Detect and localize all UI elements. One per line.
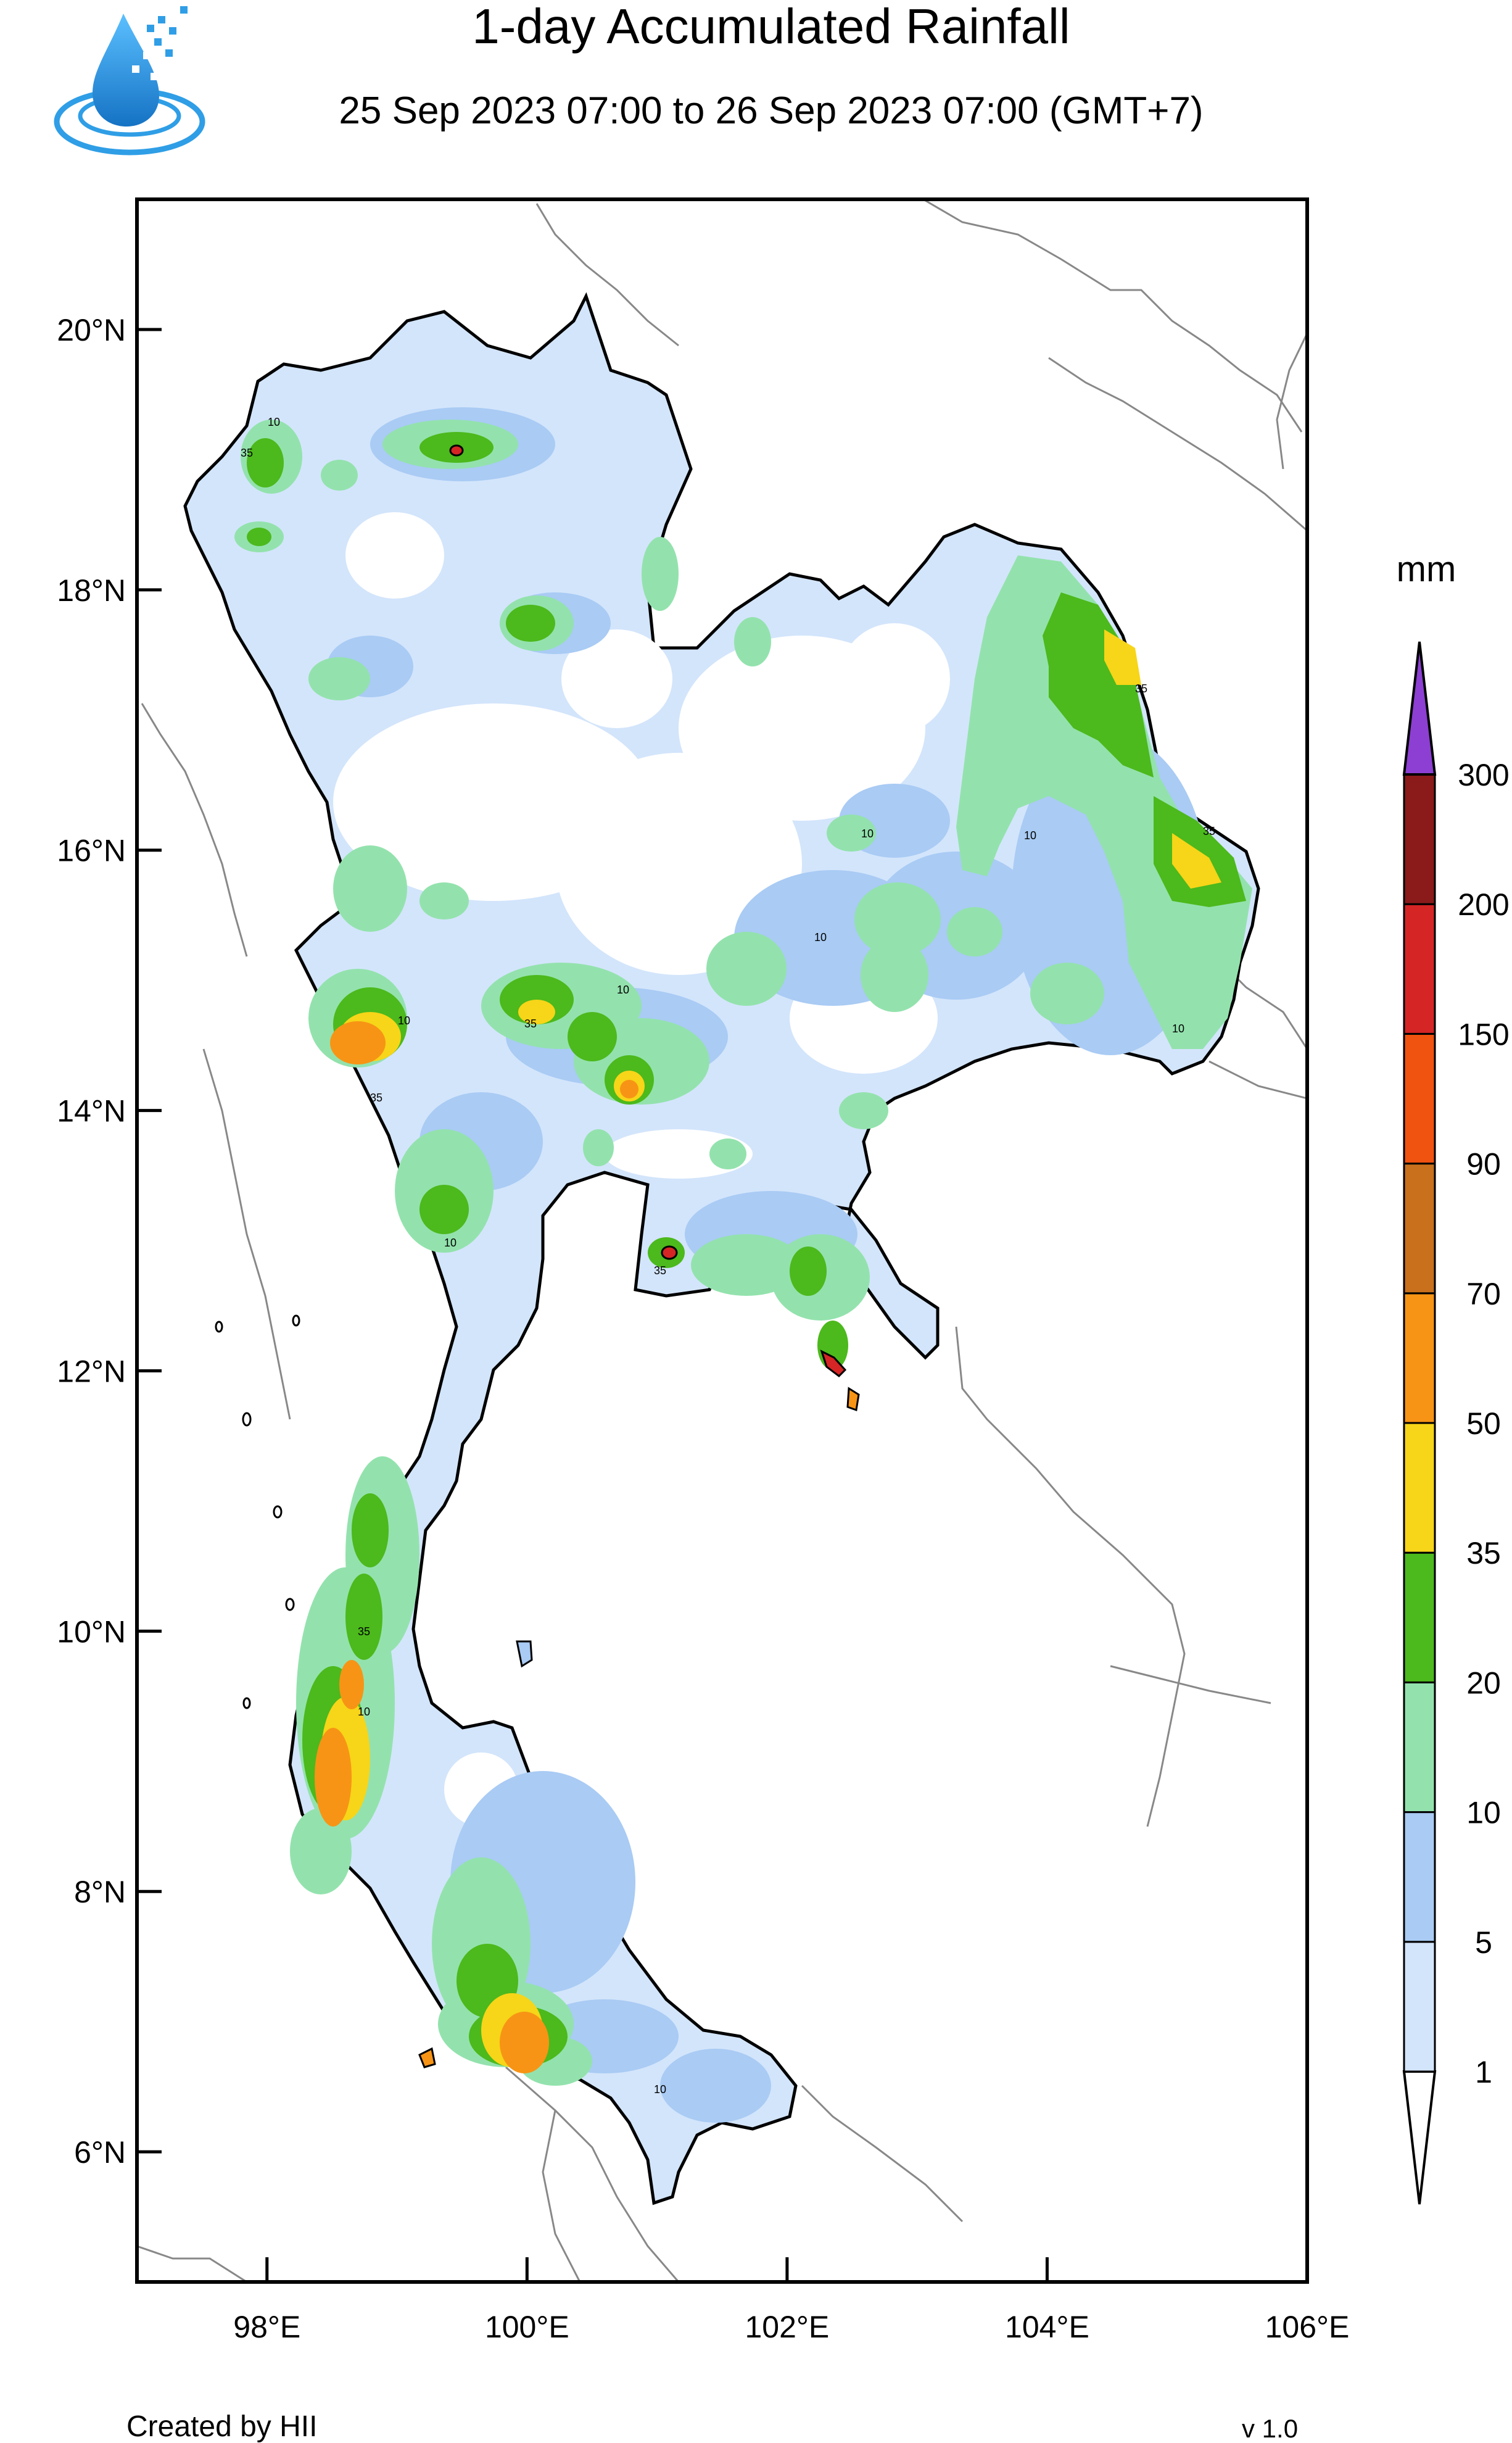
contour-label: 10 [654, 2083, 666, 2096]
lon-tick-label: 102°E [745, 2310, 829, 2344]
lon-tick-label: 106°E [1265, 2310, 1350, 2344]
neighbour-borders [137, 199, 1307, 2282]
legend-level-label: 150 [1458, 1017, 1509, 1051]
legend-level-label: 5 [1475, 1925, 1492, 1960]
version-text: v 1.0 [1242, 2414, 1298, 2443]
legend-unit: mm [1397, 549, 1456, 589]
legend-swatch [1402, 641, 1437, 776]
legend-swatch [1403, 1811, 1436, 1943]
longitude-axis: 98°E 100°E 102°E 104°E 106°E [233, 2257, 1349, 2344]
credit-text: Created by HII [126, 2410, 317, 2443]
contour-label: 10 [444, 1237, 456, 1249]
contour-label: 35 [241, 447, 253, 459]
contour-label: 10 [861, 827, 874, 840]
contour-label: 10 [1024, 829, 1036, 842]
lat-tick-label: 8°N [74, 1875, 126, 1909]
latitude-axis: 20°N 18°N 16°N 14°N 12°N 10°N 8°N 6°N [57, 313, 162, 2170]
contour-label: 10 [1172, 1022, 1184, 1035]
legend-swatch [1403, 1422, 1436, 1554]
contour-label: 10 [398, 1014, 410, 1027]
lon-tick-label: 100°E [485, 2310, 569, 2344]
lon-tick-label: 98°E [233, 2310, 300, 2344]
map-frame [135, 197, 1309, 2284]
contour-label: 35 [1203, 825, 1215, 837]
legend-swatch [1403, 1032, 1436, 1165]
lon-tick-label: 104°E [1005, 2310, 1089, 2344]
legend-level-label: 90 [1466, 1147, 1501, 1182]
legend-level-label: 50 [1466, 1406, 1501, 1441]
water-drop-icon [54, 6, 205, 156]
contour-label: 10 [358, 1706, 370, 1718]
legend-swatch [1403, 1941, 1436, 2073]
lat-tick-label: 20°N [57, 313, 126, 347]
contour-label: 10 [617, 984, 629, 996]
lat-tick-label: 12°N [57, 1354, 126, 1388]
legend-level-label: 35 [1466, 1536, 1501, 1570]
rainfall-legend: mm 1 5 10 20 35 50 70 90 150 200 300 [1397, 549, 1510, 2205]
contour-label: 35 [654, 1264, 666, 1277]
legend-swatch [1403, 1551, 1436, 1683]
islands [215, 1314, 860, 2068]
rain-90-200mm [449, 444, 847, 1377]
legend-swatch [1402, 2070, 1437, 2205]
legend-level-label: 70 [1466, 1277, 1501, 1311]
lat-tick-label: 18°N [57, 573, 126, 608]
contour-label: 10 [268, 416, 280, 428]
legend-swatch [1403, 1292, 1436, 1424]
legend-swatch [1403, 903, 1436, 1035]
lat-tick-label: 16°N [57, 834, 126, 868]
map-area: 10 35 10 10 10 10 35 35 10 35 35 10 10 3… [137, 199, 1307, 2282]
contour-label: 10 [814, 931, 827, 944]
map-subtitle: 25 Sep 2023 07:00 to 26 Sep 2023 07:00 (… [339, 89, 1203, 132]
contour-label: 35 [1135, 682, 1147, 695]
legend-swatch [1403, 1681, 1436, 1814]
legend-level-label: 200 [1458, 887, 1509, 922]
contour-labels: 10 35 10 10 10 10 35 35 10 35 35 10 10 3… [241, 416, 1215, 2096]
legend-swatch [1403, 773, 1436, 905]
legend-level-label: 20 [1466, 1665, 1501, 1700]
contour-label: 35 [358, 1625, 370, 1638]
rain-50-70mm [315, 1021, 638, 2073]
lat-tick-label: 14°N [57, 1094, 126, 1129]
legend-swatch [1403, 1163, 1436, 1295]
lat-tick-label: 6°N [74, 2135, 126, 2170]
contour-label: 35 [524, 1018, 537, 1030]
lat-tick-label: 10°N [57, 1614, 126, 1649]
thailand-rain-field [183, 292, 1260, 2205]
contour-label: 35 [370, 1092, 382, 1104]
rain-below-1mm [333, 512, 950, 1827]
map-title: 1-day Accumulated Rainfall [472, 0, 1070, 54]
legend-level-label: 1 [1475, 2055, 1492, 2089]
legend-level-label: 10 [1466, 1796, 1501, 1830]
legend-level-label: 300 [1458, 758, 1509, 792]
